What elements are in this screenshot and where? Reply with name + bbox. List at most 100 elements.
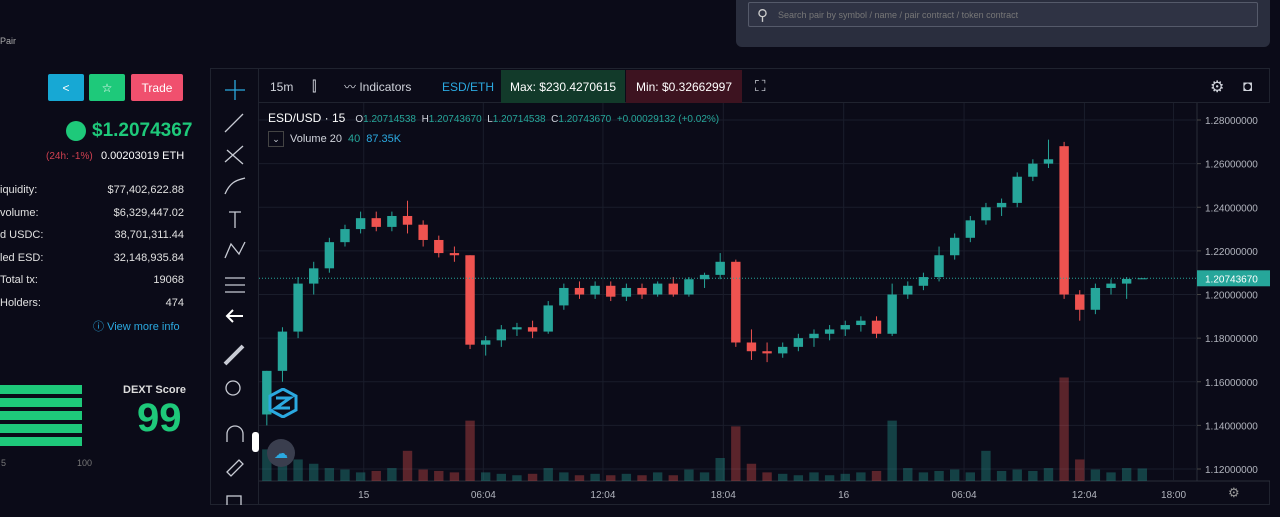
toolbar-divider <box>258 102 1270 103</box>
eth-price: 0.00203019 ETH <box>101 150 185 162</box>
volume-bar <box>262 449 272 481</box>
score-bar <box>0 437 82 446</box>
volume-bar <box>480 472 491 481</box>
volume-bar <box>1137 468 1147 481</box>
volume-bar <box>309 463 319 481</box>
ruler-tool[interactable] <box>223 344 245 366</box>
candle-body <box>981 207 991 221</box>
y-tick-label: 1.18000000 <box>1205 334 1258 345</box>
score-axis-min: 5 <box>1 458 7 468</box>
candle-body <box>277 331 288 371</box>
candle-body <box>1028 163 1038 177</box>
candle-body <box>715 261 725 275</box>
indicators-text[interactable]: Indicators <box>359 79 412 94</box>
volume-bar <box>996 470 1007 481</box>
volume-bar <box>668 475 678 481</box>
trade-button[interactable]: Trade <box>131 74 183 101</box>
last-price-tag <box>1197 270 1270 287</box>
stat-label: led ESD: <box>0 251 44 264</box>
interval[interactable]: 15m <box>270 79 294 94</box>
candle-body <box>543 305 553 332</box>
stat-row: led ESD: 32,148,935.84 <box>0 252 184 264</box>
indicators[interactable]: 〰 Indicators <box>344 79 412 95</box>
volume-bar <box>871 470 882 481</box>
volume-bar <box>1121 468 1132 481</box>
candle-body <box>340 229 350 243</box>
c-value: 1.20743670 <box>558 114 612 125</box>
candle-body <box>402 215 413 225</box>
more-info-text[interactable]: View more info <box>107 321 180 333</box>
back-tool[interactable] <box>225 309 243 323</box>
volume-bar <box>1090 469 1101 481</box>
candle-body <box>606 285 616 297</box>
candle-body <box>574 287 585 295</box>
stat-label: Holders: <box>0 297 41 309</box>
search-input[interactable]: ⚲ Search pair by symbol / name / pair co… <box>748 2 1258 27</box>
volume-value: 87.35K <box>366 133 402 145</box>
candle-body <box>590 285 600 295</box>
axis-settings[interactable]: ⚙ <box>1228 485 1240 500</box>
magnet-tool[interactable] <box>226 425 244 442</box>
y-tick-label: 1.22000000 <box>1205 247 1258 258</box>
favorite-button[interactable]: ☆ <box>89 74 125 101</box>
crosshair-tool[interactable] <box>225 80 245 100</box>
text-tool[interactable] <box>229 211 241 228</box>
volume-bar <box>434 470 444 481</box>
camera[interactable]: ◘ <box>1243 78 1253 95</box>
collapse[interactable]: ⌄ <box>268 131 284 147</box>
scroll-handle[interactable] <box>252 432 259 452</box>
cloud-button[interactable]: ☁ <box>267 439 295 467</box>
candle-body <box>731 261 741 343</box>
brush-tool[interactable] <box>224 177 246 195</box>
symbol: ESD/USD · 15 <box>268 111 346 125</box>
y-tick-label: 1.28000000 <box>1205 116 1258 127</box>
candle-body <box>496 329 507 341</box>
price-axis <box>1197 103 1270 481</box>
score-bar <box>0 424 82 433</box>
candle-body <box>918 277 929 286</box>
candle-body <box>746 342 757 352</box>
candle-body <box>903 285 913 295</box>
volume-bar <box>1012 469 1022 481</box>
score-title: DEXT Score <box>123 384 186 396</box>
pattern-tool[interactable] <box>224 241 246 259</box>
lock-tool[interactable] <box>226 495 242 505</box>
x-tick-label: 12:04 <box>1072 490 1097 501</box>
volume-bar <box>824 475 835 481</box>
volume-bar <box>762 472 772 481</box>
candle-body <box>1075 294 1085 310</box>
search-placeholder: Search pair by symbol / name / pair cont… <box>778 9 1019 20</box>
line-tool[interactable] <box>224 113 244 133</box>
stat-label: Total tx: <box>0 274 38 287</box>
min-price: Min: $0.32662997 <box>626 70 742 103</box>
zoom-tool[interactable] <box>225 380 241 396</box>
o-key: O <box>355 114 364 125</box>
l-value: 1.20714538 <box>492 114 546 125</box>
volume-bar <box>731 426 741 481</box>
volume-bar <box>387 468 397 481</box>
candle-body <box>965 220 976 238</box>
candle-body <box>1090 287 1101 310</box>
candle-body <box>309 268 319 284</box>
candle-body <box>949 237 960 256</box>
candle-body <box>559 287 569 306</box>
h-value: 1.20743670 <box>428 114 482 125</box>
stat-row: Holders: 474 <box>0 297 184 309</box>
share-button[interactable]: < <box>48 74 84 101</box>
volume-bar <box>793 475 804 481</box>
candle-icon[interactable]: ⫿ <box>312 78 317 94</box>
prediction-tool[interactable] <box>225 277 245 293</box>
settings[interactable]: ⚙ <box>1210 78 1225 96</box>
stat-label: volume: <box>0 206 39 219</box>
stat-value: 474 <box>165 297 184 309</box>
lock-draw-tool[interactable] <box>226 459 244 477</box>
pair-switch[interactable]: ESD/ETH <box>442 79 495 94</box>
volume-bar <box>903 468 913 481</box>
fullscreen[interactable]: ⛶ <box>755 78 766 95</box>
candle-body <box>1137 278 1147 280</box>
fib-tool[interactable] <box>224 145 244 165</box>
candle-body <box>449 253 460 256</box>
volume-name: Volume 20 <box>290 133 342 145</box>
more-info[interactable]: ⓘ View more info <box>93 321 180 333</box>
volume-bar <box>465 420 475 481</box>
